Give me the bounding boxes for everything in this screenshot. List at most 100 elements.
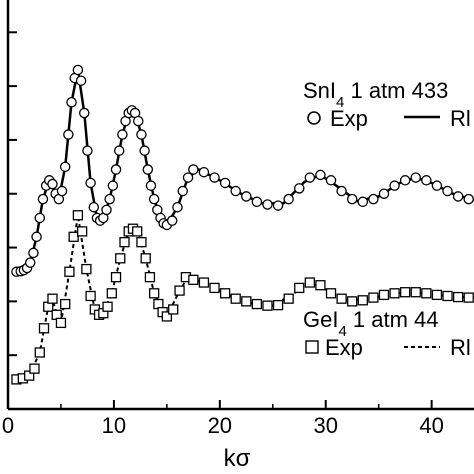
data-point [399,175,411,186]
data-point [107,180,119,191]
data-point [85,290,96,302]
data-point [198,277,210,288]
data-point [148,193,160,205]
svg-text:GeI4 1 atm 44: GeI4 1 atm 44 [303,307,439,340]
data-point [34,347,45,358]
data-point [28,247,39,259]
data-point [72,64,84,76]
data-point [230,293,241,304]
x-tick-label: 30 [313,413,337,438]
data-point [161,311,173,322]
svg-text:SnI4 1 atm 433: SnI4 1 atm 433 [303,78,448,111]
data-point [115,253,126,264]
data-point [55,317,67,329]
data-point [63,129,74,140]
data-point [389,288,400,299]
data-point [82,145,93,156]
legend-title-geI4-subscript: 4 [338,323,346,340]
data-point [304,277,315,288]
data-point [47,293,58,304]
data-point [101,204,112,216]
x-tick-label: 40 [419,413,443,438]
data-point [117,129,128,140]
legend-title-snI4-subscript: 4 [336,94,344,111]
data-point [168,304,179,315]
data-point [72,210,84,221]
data-point [293,183,305,194]
data-point [188,164,199,175]
legend-geI4-rl-label: Rl [450,335,471,360]
data-point [110,164,122,175]
data-point [188,274,199,285]
data-point [79,107,90,119]
x-tick-label: 0 [2,413,14,438]
data-point [133,115,144,127]
data-point [304,172,316,183]
data-point [142,164,154,175]
legend-title-geI4-base: GeI [303,307,338,332]
data-point [174,285,185,296]
data-point [421,175,432,186]
legend-geI4-exp-marker-icon [305,340,319,354]
data-point [113,145,125,156]
data-point [29,363,40,374]
data-point [182,172,194,183]
data-point [47,178,58,190]
data-point [241,191,252,202]
data-point [34,212,46,224]
data-point [452,191,464,202]
data-point [325,175,337,186]
data-point [38,323,50,334]
data-point [463,292,474,303]
data-point [219,288,231,299]
data-point [76,226,88,237]
data-point [357,196,369,208]
data-point [389,180,400,191]
data-point [37,193,49,205]
data-point [357,295,368,306]
data-point [139,145,150,156]
data-point [31,231,42,243]
data-point [410,172,421,183]
data-point [378,289,390,301]
data-point [262,300,273,311]
data-point [59,161,71,173]
data-point [251,298,263,310]
series-2-markers [11,210,474,385]
data-point [442,185,453,197]
data-point [172,201,183,213]
data-point [431,289,443,301]
legend-title-snI4-base: SnI [303,78,336,103]
legend-snI4-rl-label: Rl [450,106,471,131]
data-point [241,296,252,307]
data-point [66,97,77,108]
legend-snI4-exp-marker-icon [307,111,321,125]
legend-title-geI4-rest: 1 atm 44 [347,307,439,332]
data-point [56,185,68,197]
data-point [85,177,96,189]
data-point [144,272,156,283]
data-point [209,282,220,294]
data-point [149,288,160,299]
data-point [132,226,143,237]
x-tick-label: 20 [208,413,232,438]
data-point [463,193,474,205]
data-point [294,282,305,294]
data-point [136,129,147,140]
data-point [145,180,157,191]
data-point [81,263,92,275]
data-point [336,293,347,304]
data-point [378,188,390,199]
legend-snI4-exp-label: Exp [330,106,368,131]
data-point [283,293,294,304]
data-point [140,253,151,264]
data-point [262,199,273,210]
data-point [177,185,188,197]
data-point [368,193,379,205]
data-point [272,200,284,211]
x-axis-title: kσ [224,445,251,472]
series-0-markers [11,64,474,278]
x-tick-label: 10 [102,413,126,438]
data-point [110,272,122,283]
